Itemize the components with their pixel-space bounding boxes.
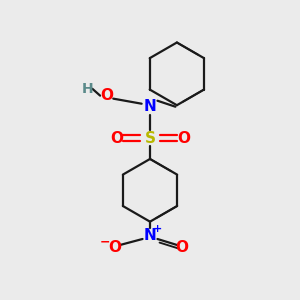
Text: O: O [100, 88, 113, 103]
Text: O: O [108, 240, 121, 255]
Text: N: N [144, 229, 156, 244]
Text: H: H [82, 82, 94, 96]
Text: +: + [153, 224, 162, 233]
Text: O: O [176, 240, 189, 255]
Text: O: O [110, 130, 123, 146]
Text: N: N [144, 99, 156, 114]
Text: S: S [145, 130, 155, 146]
Text: −: − [100, 236, 110, 248]
Text: O: O [177, 130, 190, 146]
